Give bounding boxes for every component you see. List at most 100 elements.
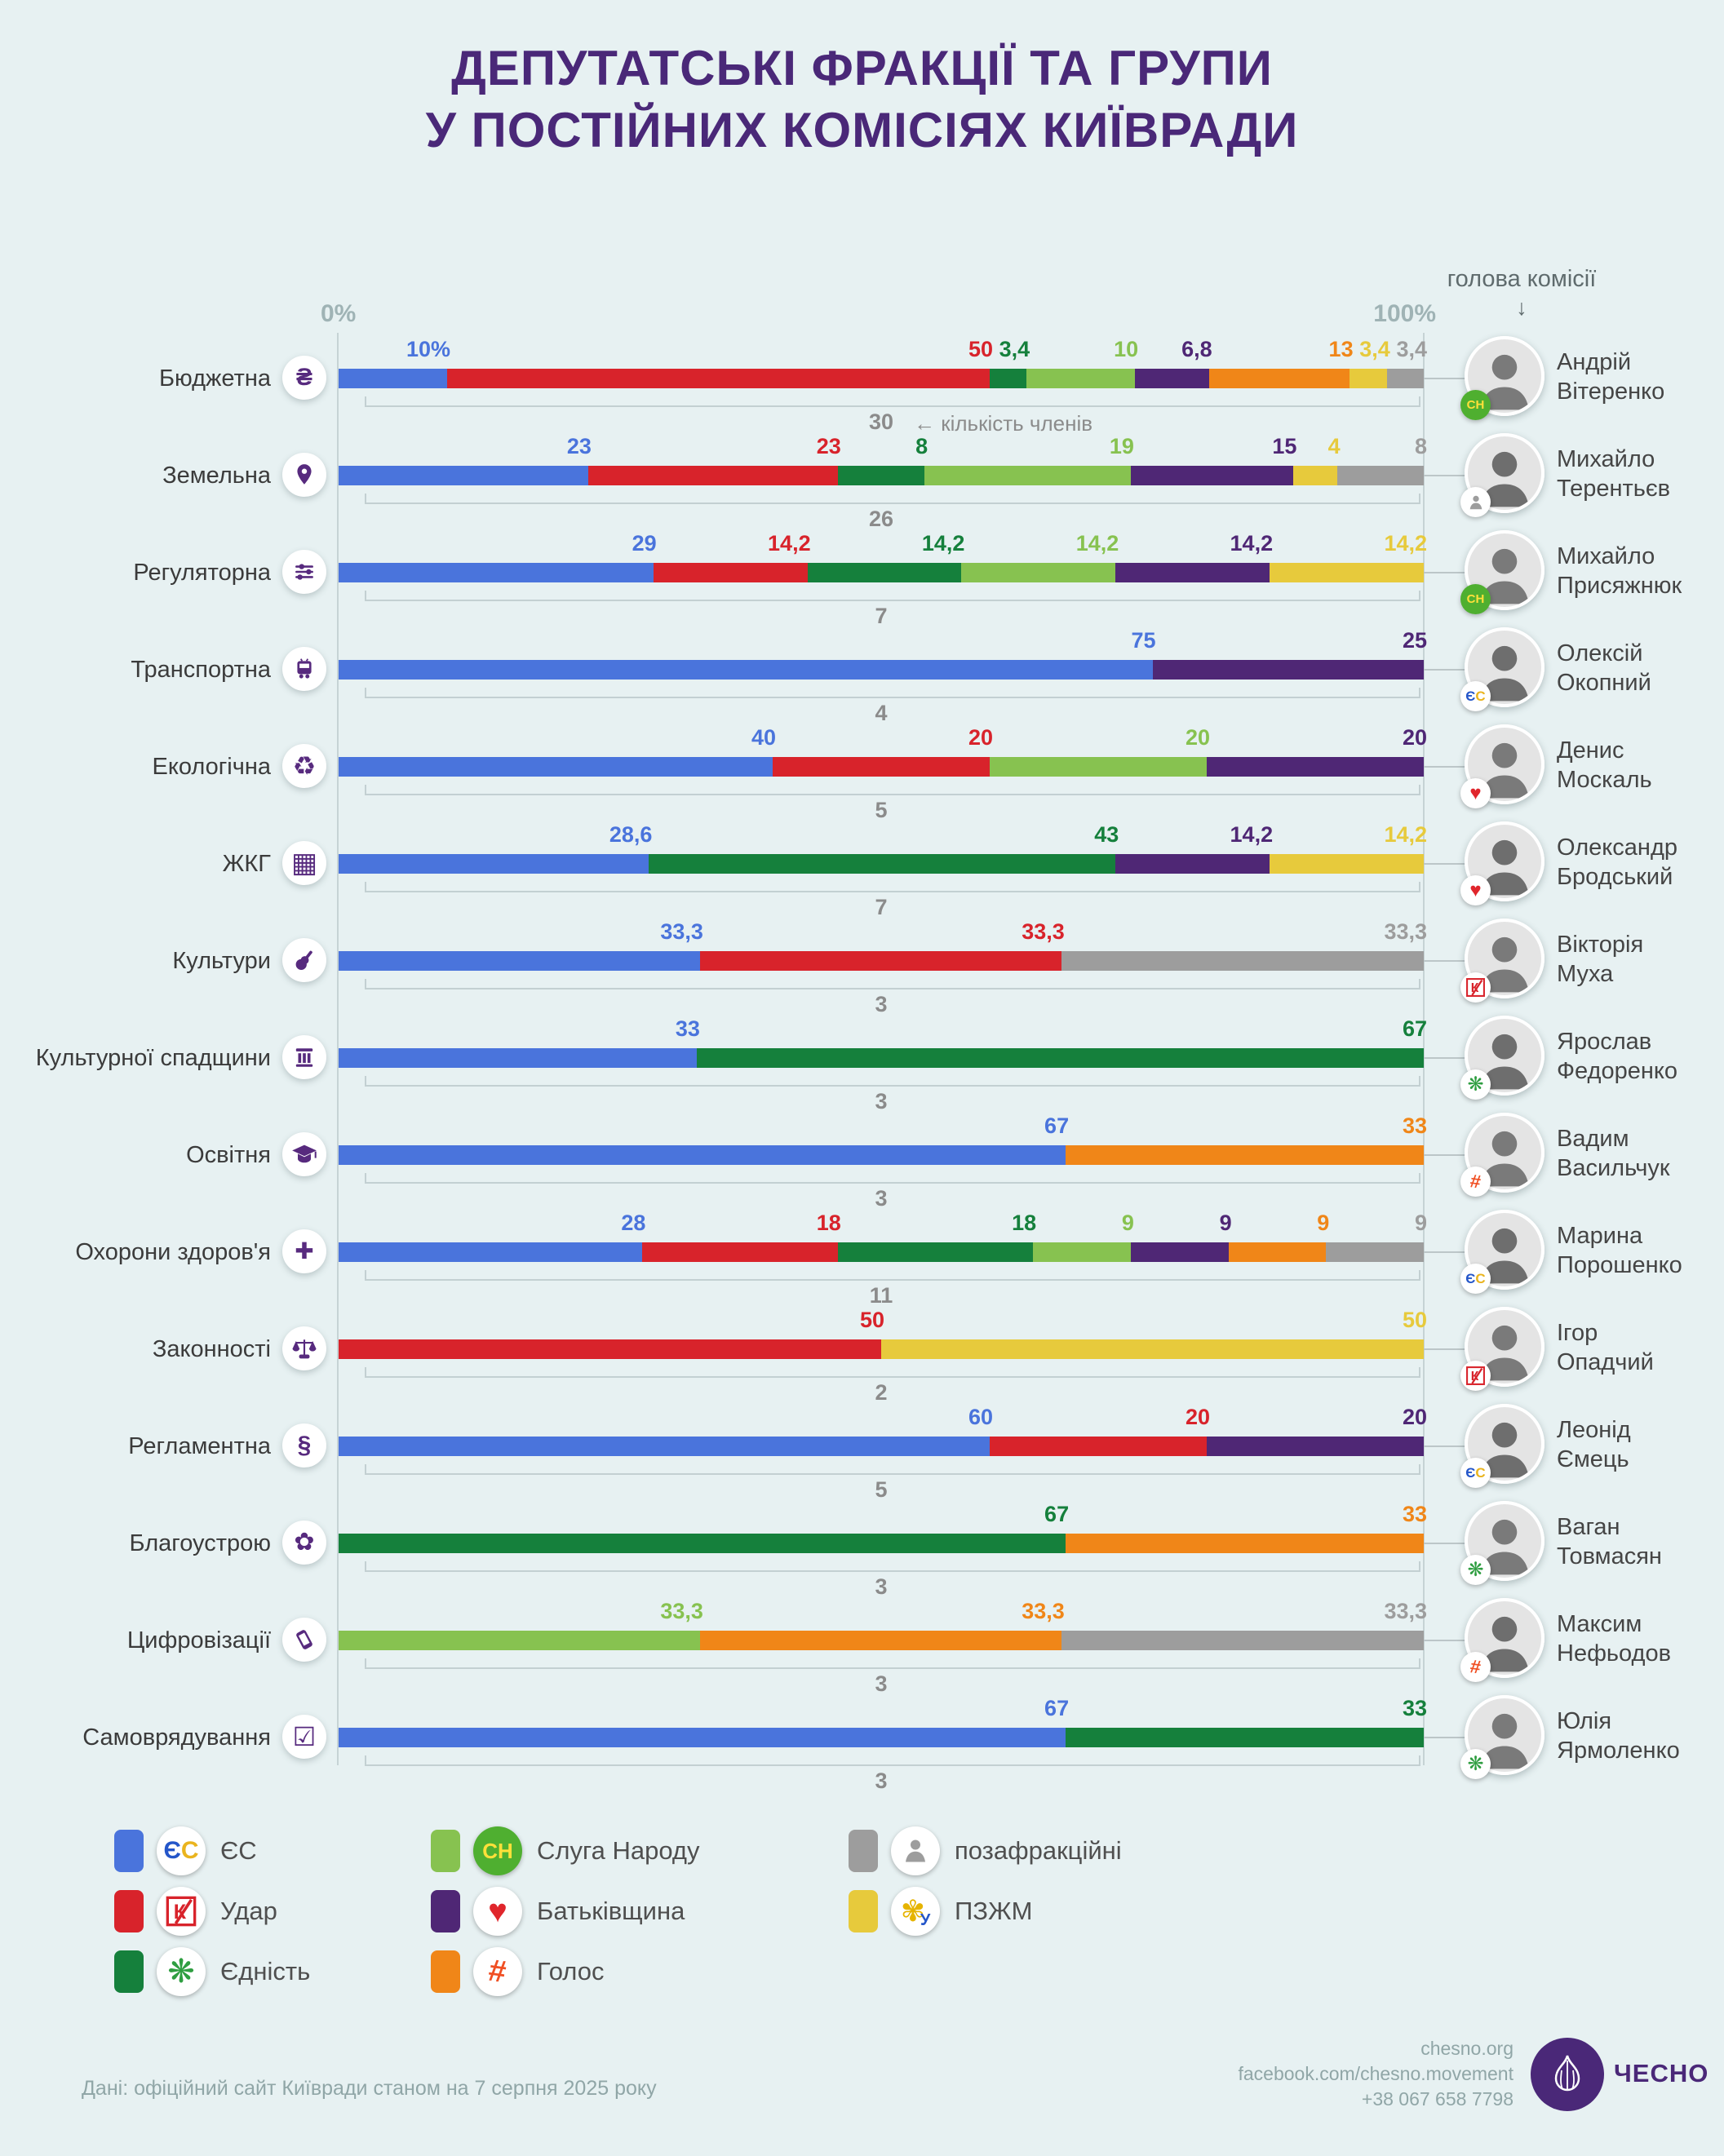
chair-first-name: Михайло	[1557, 543, 1655, 569]
stacked-bar	[339, 369, 1424, 388]
bar-segment-batkivshchyna	[1130, 1242, 1229, 1262]
bar-segment-udar	[447, 369, 990, 388]
chair-last-name: Нефьодов	[1557, 1640, 1671, 1667]
svg-text:К: К	[174, 1901, 187, 1924]
commission-label: Регламентна	[128, 1433, 271, 1459]
bar-segment-batkivshchyna	[1115, 854, 1270, 874]
commission-label: Транспортна	[131, 657, 271, 683]
chair-first-name: Вікторія	[1557, 932, 1644, 958]
bar-segment-yednist	[990, 369, 1027, 388]
chair-photo: К	[1460, 919, 1545, 1003]
sn-logo-icon: СН	[473, 1826, 522, 1875]
segment-value-label: 14,2	[1384, 822, 1427, 847]
commission-label: ЖКГ	[222, 851, 271, 877]
chair-connector-line	[1424, 1251, 1466, 1253]
chair-photo: ЄС	[1460, 1210, 1545, 1294]
legend-item-udar: К Удар	[114, 1886, 277, 1937]
bar-segment-holos	[1228, 1242, 1327, 1262]
bar-segment-holos	[1066, 1534, 1424, 1553]
chair-first-name: Марина	[1557, 1223, 1643, 1249]
chair-first-name: Вадим	[1557, 1126, 1629, 1152]
bar-segment-udar	[773, 757, 990, 777]
chair-photo: ❋	[1460, 1016, 1545, 1100]
chair-first-name: Андрій	[1557, 349, 1632, 375]
legend-swatch	[114, 1890, 144, 1932]
segment-value-label: 33	[1402, 1113, 1427, 1138]
segment-value-label: 9	[1317, 1211, 1330, 1235]
chair-last-name: Товмасян	[1557, 1543, 1662, 1569]
legend-label: Єдність	[220, 1957, 311, 1986]
segment-value-label: 20	[1185, 1405, 1210, 1429]
legend-swatch	[849, 1830, 878, 1872]
commission-row: Освітня 67 33 3 # Вадим Васильчук	[0, 1109, 1724, 1211]
bar-segment-batkivshchyna	[1207, 1437, 1424, 1456]
udar-badge-icon: К	[1460, 1361, 1491, 1391]
member-count: 3	[875, 1769, 888, 1793]
chair-photo	[1460, 433, 1545, 517]
plant-icon: ✿	[282, 1521, 326, 1565]
map-pin-icon	[282, 453, 326, 497]
segment-value-label: 9	[1121, 1211, 1134, 1235]
scales-icon	[282, 1326, 326, 1370]
segment-value-label: 40	[751, 725, 776, 750]
segment-value-label: 33	[1402, 1502, 1427, 1526]
building-icon: ▦	[282, 841, 326, 885]
legend-item-es: ЄС ЄС	[114, 1826, 257, 1876]
chair-last-name: Бродський	[1557, 864, 1673, 890]
chair-column-label: голова комісії	[1447, 266, 1597, 292]
bar-segment-nonfaction	[1326, 1242, 1424, 1262]
bar-segment-es	[339, 1437, 990, 1456]
brand-name: ЧЕСНО	[1614, 2059, 1709, 2087]
bar-underline	[365, 688, 1420, 698]
bar-segment-sn	[1026, 369, 1136, 388]
segment-value-label: 33,3	[1022, 919, 1065, 944]
segment-value-label: 18	[1012, 1211, 1037, 1235]
page-title-line1: ДЕПУТАТСЬКІ ФРАКЦІЇ ТА ГРУПИ	[451, 41, 1273, 95]
chair-name: Вадим Васильчук	[1557, 1124, 1670, 1183]
stacked-bar	[339, 1437, 1424, 1456]
segment-value-label: 10	[1114, 337, 1139, 361]
bar-segment-udar	[699, 951, 1061, 971]
segment-value-label: 14,2	[1230, 531, 1274, 556]
bar-segment-holos	[1208, 369, 1350, 388]
commission-label: Цифровізації	[126, 1627, 271, 1654]
member-count: 4	[875, 701, 888, 725]
chair-name: Денис Москаль	[1557, 736, 1652, 795]
segment-value-label: 9	[1219, 1211, 1232, 1235]
graduation-cap-icon	[282, 1132, 326, 1176]
chair-connector-line	[1424, 1640, 1466, 1641]
member-count: 2	[875, 1380, 888, 1405]
segment-value-label: 60	[968, 1405, 993, 1429]
chair-first-name: Ігор	[1557, 1320, 1598, 1346]
chair-first-name: Денис	[1557, 737, 1624, 764]
bar-segment-es	[339, 1728, 1066, 1747]
commission-label: Освітня	[186, 1142, 271, 1168]
segment-value-label: 67	[1044, 1696, 1070, 1720]
chair-photo: ♥	[1460, 724, 1545, 808]
bar-underline	[365, 882, 1420, 892]
chair-last-name: Окопний	[1557, 670, 1651, 696]
commission-label: Благоустрою	[129, 1530, 271, 1556]
bar-segment-nonfaction	[1386, 369, 1424, 388]
bar-segment-yednist	[339, 1534, 1066, 1553]
segment-value-label: 15	[1272, 434, 1297, 458]
axis-min-label: 0%	[321, 300, 357, 327]
commission-label: Самоврядування	[82, 1724, 271, 1751]
segment-value-label: 33,3	[1384, 1599, 1427, 1623]
legend-label: Батьківщина	[537, 1897, 685, 1925]
segment-value-label: 67	[1402, 1016, 1427, 1041]
garlic-icon	[1554, 2055, 1580, 2092]
commission-label: Земельна	[162, 463, 271, 489]
commission-label: Охорони здоров'я	[75, 1239, 271, 1265]
commission-row: Благоустрою ✿ 67 33 3 ❋ Ваган Товмасян	[0, 1498, 1724, 1599]
es-badge-icon: ЄС	[1460, 1458, 1491, 1488]
chair-photo: #	[1460, 1598, 1545, 1682]
member-count: 3	[875, 992, 888, 1016]
bar-segment-nonfaction	[1061, 951, 1424, 971]
stacked-bar	[339, 1145, 1424, 1165]
yednist-logo-icon: ❋	[157, 1947, 206, 1996]
chair-photo: ❋	[1460, 1695, 1545, 1779]
chair-party-badge: К	[1460, 972, 1491, 1003]
chair-name: Михайло Присяжнюк	[1557, 542, 1682, 600]
footer-facebook: facebook.com/chesno.movement	[1238, 2063, 1513, 2084]
